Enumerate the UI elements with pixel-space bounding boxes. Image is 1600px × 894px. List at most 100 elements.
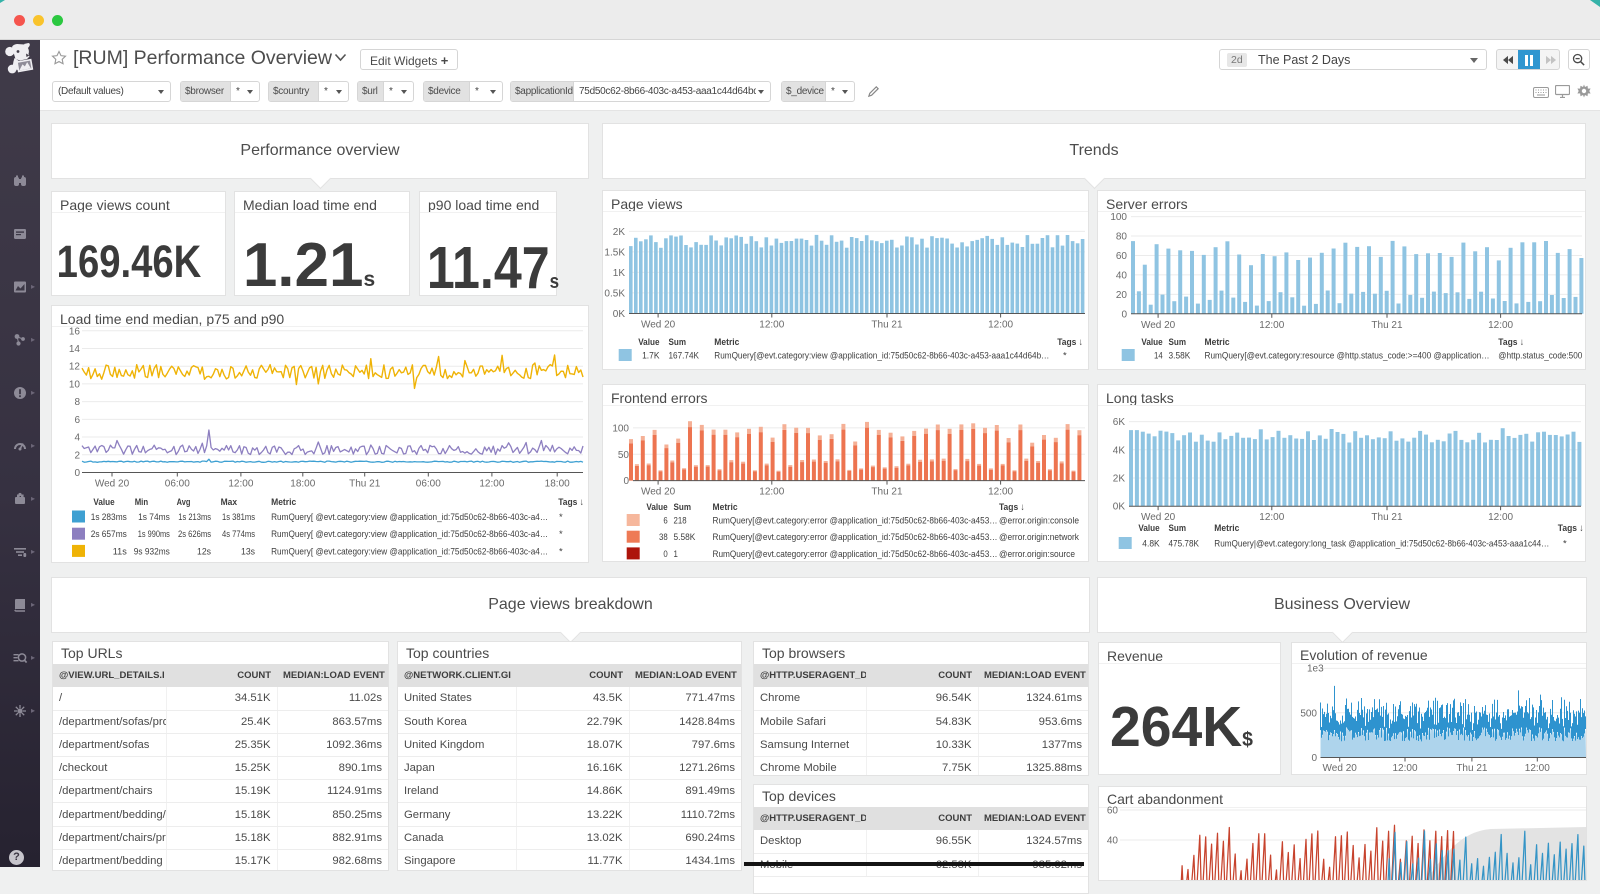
svg-text:Wed 20: Wed 20 xyxy=(1141,512,1176,523)
svg-text:*: * xyxy=(559,529,563,540)
svg-text:18:00: 18:00 xyxy=(290,479,315,490)
svg-text:12:00: 12:00 xyxy=(988,487,1013,498)
svg-text:Sum: Sum xyxy=(674,502,692,513)
svg-text:0K: 0K xyxy=(613,309,626,320)
svg-text:1.5K: 1.5K xyxy=(604,247,625,258)
svg-text:100: 100 xyxy=(612,423,629,434)
svg-text:40: 40 xyxy=(1116,270,1128,281)
svg-text:Value: Value xyxy=(646,502,667,513)
svg-text:1: 1 xyxy=(674,549,678,560)
svg-text:12:00: 12:00 xyxy=(1259,320,1284,331)
svg-text:Avg: Avg xyxy=(177,497,191,508)
svg-text:6: 6 xyxy=(663,516,667,527)
svg-text:0K: 0K xyxy=(1113,502,1126,513)
svg-text:@http.status_code:500: @http.status_code:500 xyxy=(1498,351,1582,362)
svg-text:60: 60 xyxy=(1116,251,1128,262)
svg-text:4: 4 xyxy=(74,433,80,444)
svg-text:RumQuery[@evt.category:resourc: RumQuery[@evt.category:resource @http.st… xyxy=(1205,351,1490,362)
svg-text:1s 283ms: 1s 283ms xyxy=(91,512,127,523)
svg-text:*: * xyxy=(559,512,563,523)
svg-text:80: 80 xyxy=(1116,232,1128,243)
svg-text:Sum: Sum xyxy=(1169,523,1187,534)
svg-text:@error.origin:source: @error.origin:source xyxy=(999,549,1075,560)
svg-text:Thu 21: Thu 21 xyxy=(1371,512,1403,523)
svg-text:1.7K: 1.7K xyxy=(642,351,660,362)
svg-text:4K: 4K xyxy=(1113,445,1126,456)
svg-text:Tags ↓: Tags ↓ xyxy=(1558,523,1584,534)
svg-text:12:00: 12:00 xyxy=(1488,512,1513,523)
svg-text:0: 0 xyxy=(663,549,667,560)
svg-text:Thu 21: Thu 21 xyxy=(1371,320,1403,331)
svg-text:167.74K: 167.74K xyxy=(669,351,700,362)
svg-text:RumQuery[@evt.category:error @: RumQuery[@evt.category:error @applicatio… xyxy=(713,549,998,560)
svg-text:40: 40 xyxy=(1107,836,1119,847)
svg-text:Sum: Sum xyxy=(669,337,687,348)
svg-text:18:00: 18:00 xyxy=(545,479,570,490)
svg-text:12s: 12s xyxy=(197,546,211,557)
svg-text:14: 14 xyxy=(69,344,81,355)
svg-text:6K: 6K xyxy=(1113,417,1126,428)
svg-text:RumQuery[@evt.category:error @: RumQuery[@evt.category:error @applicatio… xyxy=(713,532,998,543)
svg-text:RumQuery[@evt.category:error @: RumQuery[@evt.category:error @applicatio… xyxy=(713,516,998,527)
svg-text:3.58K: 3.58K xyxy=(1169,351,1191,362)
svg-text:12:00: 12:00 xyxy=(988,320,1013,331)
svg-text:RumQuery[ @evt.category:view @: RumQuery[ @evt.category:view @applicatio… xyxy=(271,546,548,557)
svg-text:1s 213ms: 1s 213ms xyxy=(178,512,211,523)
svg-text:@error.origin:console: @error.origin:console xyxy=(999,516,1079,527)
svg-text:4.8K: 4.8K xyxy=(1142,539,1160,550)
svg-text:Sum: Sum xyxy=(1169,337,1187,348)
svg-text:500: 500 xyxy=(1300,708,1317,719)
svg-text:*: * xyxy=(559,546,563,557)
svg-text:12:00: 12:00 xyxy=(1525,763,1550,774)
svg-text:20: 20 xyxy=(1116,290,1128,301)
svg-text:13s: 13s xyxy=(241,546,255,557)
svg-text:14: 14 xyxy=(1154,351,1163,362)
svg-text:12:00: 12:00 xyxy=(1392,763,1417,774)
svg-text:Metric: Metric xyxy=(1214,523,1239,534)
svg-text:12:00: 12:00 xyxy=(1488,320,1513,331)
svg-text:16: 16 xyxy=(69,326,81,337)
svg-text:Wed 20: Wed 20 xyxy=(641,487,676,498)
svg-text:12:00: 12:00 xyxy=(759,487,784,498)
svg-text:8: 8 xyxy=(74,397,80,408)
svg-text:Wed 20: Wed 20 xyxy=(95,479,130,490)
svg-text:2K: 2K xyxy=(613,227,626,238)
svg-text:*: * xyxy=(1063,351,1067,362)
svg-text:12:00: 12:00 xyxy=(479,479,504,490)
svg-text:*: * xyxy=(1563,539,1567,550)
svg-text:Metric: Metric xyxy=(1205,337,1230,348)
svg-text:Value: Value xyxy=(638,337,659,348)
svg-text:60: 60 xyxy=(1107,806,1119,817)
svg-text:RumQuery[ @evt.category:view @: RumQuery[ @evt.category:view @applicatio… xyxy=(271,529,548,540)
svg-text:RumQuery[ @evt.category:view @: RumQuery[ @evt.category:view @applicatio… xyxy=(271,512,548,523)
svg-text:11s: 11s xyxy=(113,546,127,557)
svg-text:Value: Value xyxy=(1138,523,1159,534)
svg-text:Thu 21: Thu 21 xyxy=(1456,763,1488,774)
svg-text:100: 100 xyxy=(1110,212,1127,223)
svg-text:Thu 21: Thu 21 xyxy=(871,487,903,498)
svg-text:Max: Max xyxy=(221,497,238,508)
svg-text:Min: Min xyxy=(135,497,149,508)
svg-text:50: 50 xyxy=(618,450,630,461)
svg-text:1s 381ms: 1s 381ms xyxy=(222,512,255,523)
svg-text:06:00: 06:00 xyxy=(165,479,190,490)
svg-text:Wed 20: Wed 20 xyxy=(641,320,676,331)
svg-text:Metric: Metric xyxy=(714,337,739,348)
svg-text:6: 6 xyxy=(74,415,80,426)
svg-text:0: 0 xyxy=(623,476,629,487)
svg-text:12:00: 12:00 xyxy=(228,479,253,490)
svg-text:Wed 20: Wed 20 xyxy=(1323,763,1358,774)
svg-text:Tags ↓: Tags ↓ xyxy=(1057,337,1083,348)
svg-text:0: 0 xyxy=(1311,753,1317,764)
svg-text:2s 626ms: 2s 626ms xyxy=(178,529,211,540)
svg-text:Tags ↓: Tags ↓ xyxy=(558,497,584,508)
svg-text:10: 10 xyxy=(69,379,81,390)
svg-text:Value: Value xyxy=(93,497,114,508)
svg-text:Thu 21: Thu 21 xyxy=(349,479,381,490)
svg-text:5.58K: 5.58K xyxy=(674,532,696,543)
svg-text:12:00: 12:00 xyxy=(759,320,784,331)
svg-text:Metric: Metric xyxy=(271,497,296,508)
svg-text:38: 38 xyxy=(659,532,668,543)
svg-text:2: 2 xyxy=(74,450,80,461)
svg-text:Wed 20: Wed 20 xyxy=(1141,320,1176,331)
